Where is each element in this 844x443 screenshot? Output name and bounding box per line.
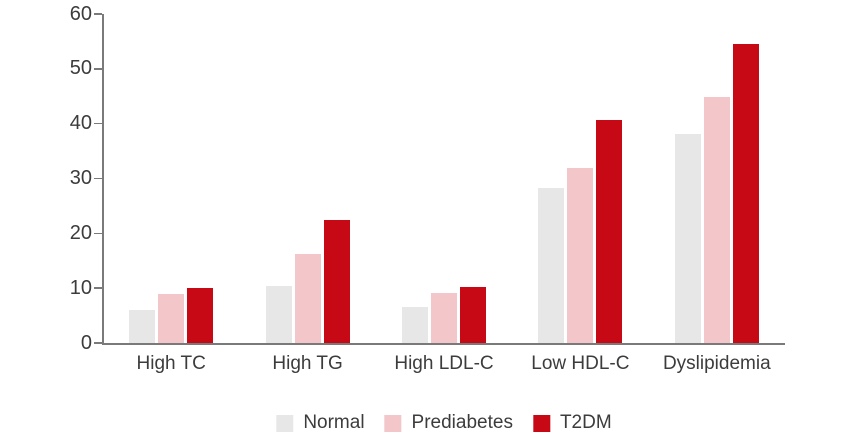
bar-group-low-hdl-c [538,120,623,343]
bar-prediabetes-low-hdl-c [567,168,594,343]
x-tick-label-low-hdl-c: Low HDL-C [531,353,630,374]
legend-item-t2dm: T2DM [532,412,612,434]
y-tick [94,342,102,344]
x-tick-label-dyslipidemia: Dyslipidemia [662,353,771,374]
bar-normal-high-tc [129,309,156,343]
x-axis-line [102,343,785,345]
bar-prediabetes-high-ldl-c [431,293,457,343]
bar-t2dm-low-hdl-c [596,120,623,343]
bar-group-high-tg [265,220,350,343]
y-tick-label: 60 [69,2,92,25]
y-axis-line [102,14,104,344]
legend-label-t2dm: T2DM [559,412,612,433]
x-tick-label-high-tg: High TG [272,353,343,374]
y-tick [94,122,102,125]
legend-swatch-prediabetes [384,414,402,432]
y-tick-label: 40 [69,112,92,135]
bar-t2dm-high-ldl-c [460,287,486,343]
y-tick [94,232,102,235]
y-tick [94,177,102,180]
x-tick-label-high-tc: High TC [136,353,206,374]
bar-prediabetes-dyslipidemia [703,96,730,343]
legend-swatch-normal [276,414,294,432]
legend: Normal Prediabetes T2DM [276,412,612,434]
bar-group-high-ldl-c [402,287,486,343]
bar-prediabetes-high-tc [158,294,185,343]
y-tick-label: 0 [80,331,92,354]
legend-item-prediabetes: Prediabetes [384,412,513,434]
y-tick-label: 50 [69,57,92,80]
legend-label-normal: Normal [303,412,365,433]
y-tick-label: 20 [69,221,92,244]
bar-prediabetes-high-tg [294,254,321,343]
legend-swatch-t2dm [532,414,550,432]
x-tick-label-high-ldl-c: High LDL-C [394,353,494,374]
y-tick [94,13,102,15]
bar-normal-high-tg [265,285,292,343]
legend-label-prediabetes: Prediabetes [411,412,513,433]
y-tick-label: 30 [69,167,92,189]
bar-t2dm-high-tc [187,288,214,343]
bar-normal-high-ldl-c [402,307,428,343]
bar-normal-dyslipidemia [674,133,701,343]
y-tick-label: 10 [69,276,92,299]
legend-item-normal: Normal [276,412,365,434]
bar-group-dyslipidemia [674,43,759,343]
y-tick [94,68,102,70]
bar-normal-low-hdl-c [538,188,565,343]
y-tick [94,287,102,289]
bar-t2dm-high-tg [323,220,350,343]
bar-t2dm-dyslipidemia [732,43,759,343]
bar-group-high-tc [129,288,214,343]
